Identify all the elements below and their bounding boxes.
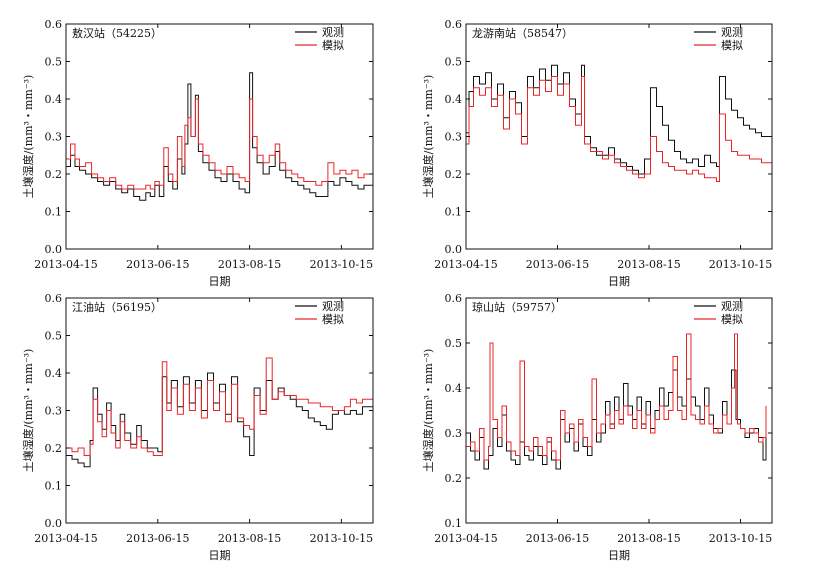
x-tick-label: 2013-06-15 bbox=[526, 258, 589, 271]
legend-label: 观测 bbox=[322, 26, 344, 39]
series-line-observed bbox=[466, 369, 767, 470]
y-tick-label: 0.3 bbox=[45, 131, 63, 144]
y-tick-label: 0.6 bbox=[45, 292, 63, 305]
y-tick-label: 0.0 bbox=[445, 243, 463, 256]
series-line-observed bbox=[66, 72, 373, 201]
x-tick-label: 2013-08-15 bbox=[218, 532, 281, 545]
y-tick-label: 0.6 bbox=[445, 18, 463, 31]
chart-panel-3: 0.0 0.1 0.2 0.3 0.4 0.5 0.6 2013-04-15 2013-06-1… bbox=[21, 292, 374, 562]
legend-label: 观测 bbox=[721, 300, 743, 313]
chart-title: 龙游南站（58547） bbox=[472, 26, 573, 40]
y-tick-label: 0.0 bbox=[45, 243, 63, 256]
x-tick-label: 2013-06-15 bbox=[526, 532, 589, 545]
series-line-simulated bbox=[466, 76, 772, 182]
y-axis-label: 土壤湿度/(mm³・mm⁻³) bbox=[21, 75, 35, 199]
x-axis-label: 日期 bbox=[209, 275, 231, 288]
x-tick-label: 2013-08-15 bbox=[617, 258, 680, 271]
y-tick-label: 0.6 bbox=[45, 18, 63, 31]
x-tick-label: 2013-10-15 bbox=[310, 258, 373, 271]
plot-frame bbox=[465, 297, 773, 524]
legend-label: 观测 bbox=[721, 26, 743, 39]
series-line-observed bbox=[466, 64, 772, 175]
x-tick-label: 2013-04-15 bbox=[434, 258, 497, 271]
x-tick-label: 2013-04-15 bbox=[34, 532, 97, 545]
y-tick-label: 0.1 bbox=[445, 206, 463, 219]
plot-frame bbox=[465, 23, 773, 250]
y-tick-label: 0.1 bbox=[45, 480, 63, 493]
y-tick-label: 0.4 bbox=[45, 367, 63, 380]
chart-panel-1: 0.0 0.1 0.2 0.3 0.4 0.5 0.6 2013-04-15 2013-06-1… bbox=[21, 18, 374, 288]
x-tick-label: 2013-10-15 bbox=[709, 532, 772, 545]
y-tick-label: 0.5 bbox=[45, 56, 63, 69]
x-tick-label: 2013-08-15 bbox=[617, 532, 680, 545]
legend-label: 模拟 bbox=[721, 38, 743, 52]
y-tick-label: 0.2 bbox=[45, 168, 63, 181]
chart-title: 江油站（56195） bbox=[72, 300, 162, 314]
y-tick-label: 0.3 bbox=[445, 131, 463, 144]
x-tick-label: 2013-04-15 bbox=[434, 532, 497, 545]
x-tick-label: 2013-06-15 bbox=[126, 258, 189, 271]
x-tick-label: 2013-08-15 bbox=[218, 258, 281, 271]
legend-label: 模拟 bbox=[322, 38, 344, 52]
y-tick-label: 0.5 bbox=[45, 330, 63, 343]
x-axis-label: 日期 bbox=[608, 275, 630, 288]
x-tick-label: 2013-10-15 bbox=[310, 532, 373, 545]
chart-title: 琼山站（59757） bbox=[472, 300, 562, 314]
series-line-simulated bbox=[66, 98, 373, 190]
x-tick-label: 2013-04-15 bbox=[34, 258, 97, 271]
y-tick-label: 0.0 bbox=[45, 517, 63, 530]
y-tick-label: 0.2 bbox=[45, 442, 63, 455]
legend-label: 观测 bbox=[322, 300, 344, 313]
series-line-observed bbox=[66, 372, 373, 468]
chart-title: 敖汉站（54225） bbox=[72, 26, 162, 40]
y-tick-label: 0.2 bbox=[445, 168, 463, 181]
legend-label: 模拟 bbox=[322, 312, 344, 326]
y-tick-label: 0.5 bbox=[445, 337, 463, 350]
series-line-simulated bbox=[466, 333, 767, 461]
x-tick-label: 2013-10-15 bbox=[709, 258, 772, 271]
y-tick-label: 0.4 bbox=[445, 93, 463, 106]
y-tick-label: 0.3 bbox=[445, 427, 463, 440]
legend-label: 模拟 bbox=[721, 312, 743, 326]
y-tick-label: 0.2 bbox=[445, 472, 463, 485]
y-tick-label: 0.4 bbox=[45, 93, 63, 106]
chart-panel-2: 0.0 0.1 0.2 0.3 0.4 0.5 0.6 2013-04-15 2013-06-1… bbox=[421, 18, 773, 288]
plot-frame bbox=[65, 23, 374, 250]
y-tick-label: 0.6 bbox=[445, 292, 463, 305]
y-tick-label: 0.1 bbox=[45, 206, 63, 219]
y-tick-label: 0.3 bbox=[45, 405, 63, 418]
x-axis-label: 日期 bbox=[209, 549, 231, 562]
y-axis-label: 土壤湿度/(mm³・mm⁻³) bbox=[421, 75, 435, 199]
y-tick-label: 0.5 bbox=[445, 56, 463, 69]
y-axis-label: 土壤湿度/(mm³・mm⁻³) bbox=[21, 349, 35, 473]
y-axis-label: 土壤湿度/(mm³・mm⁻³) bbox=[421, 349, 435, 473]
x-tick-label: 2013-06-15 bbox=[126, 532, 189, 545]
x-axis-label: 日期 bbox=[608, 549, 630, 562]
y-tick-label: 0.1 bbox=[445, 517, 463, 530]
y-tick-label: 0.4 bbox=[445, 382, 463, 395]
chart-panel-4: 0.1 0.2 0.3 0.4 0.5 0.6 2013-04-15 2013-06-15 20… bbox=[421, 292, 773, 562]
series-line-simulated bbox=[66, 357, 373, 456]
